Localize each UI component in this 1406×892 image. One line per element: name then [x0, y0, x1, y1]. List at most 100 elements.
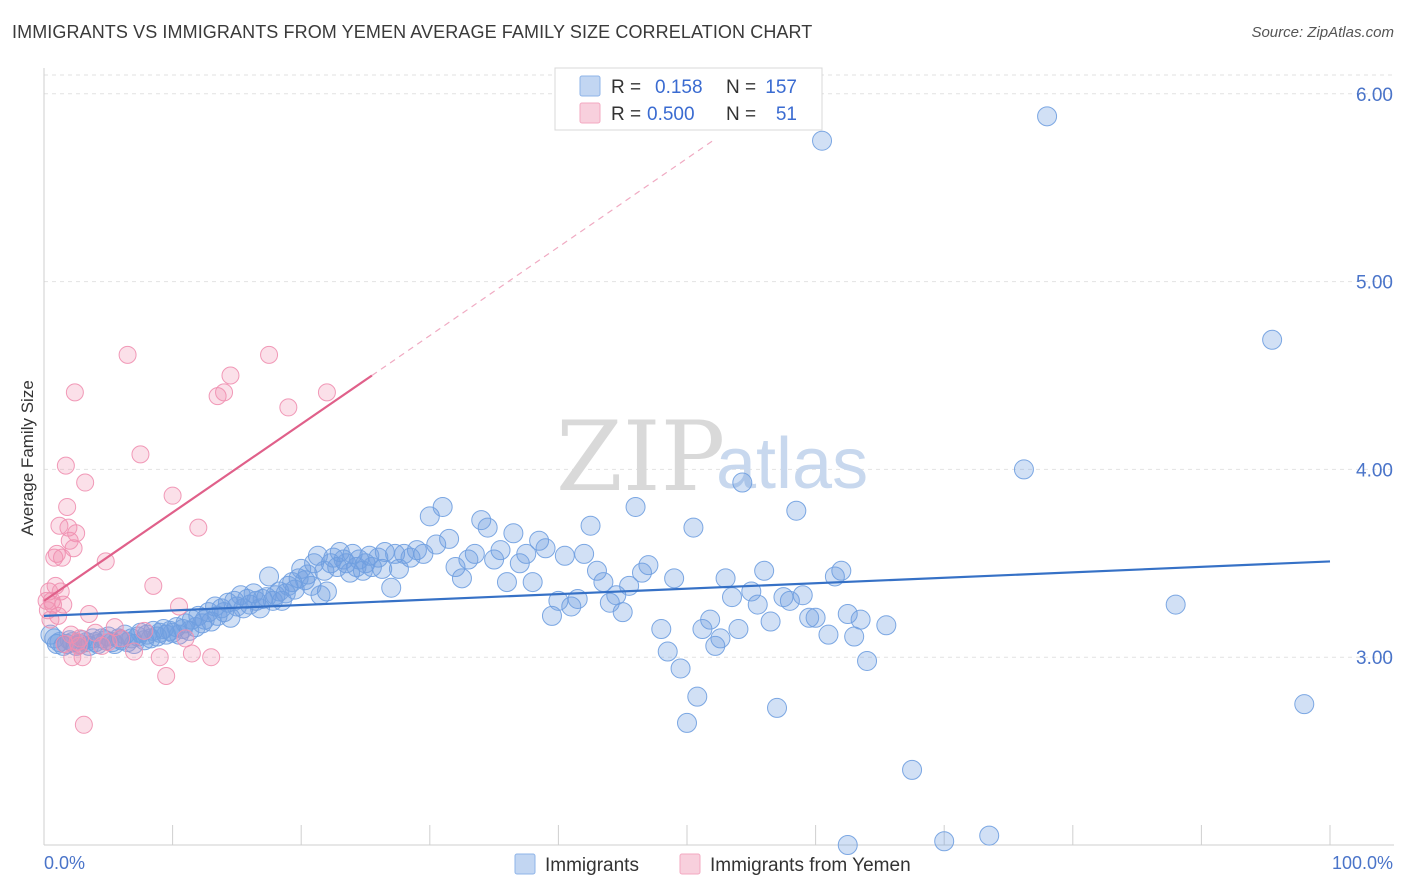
immigrants-point-145 [638, 555, 659, 576]
legend-n-label-2: N = [726, 104, 756, 125]
yemen-point-40 [135, 621, 154, 640]
immigrants-point-160 [732, 472, 753, 493]
immigrants-point-183 [979, 825, 1000, 846]
immigrants-point-137 [586, 560, 607, 581]
immigrants-point-124 [503, 523, 524, 544]
immigrants-point-118 [464, 543, 485, 564]
immigrants-point-157 [715, 568, 736, 589]
legend-n-value-2: 51 [776, 104, 797, 125]
immigrants-point-173 [818, 624, 839, 645]
legend-r-label-2: R = [611, 104, 641, 125]
tick-labels: 3.00 4.00 5.00 6.00 0.0% 100.0% [44, 85, 1393, 873]
immigrants-point-83 [307, 545, 328, 566]
yemen-point-43 [157, 666, 176, 685]
yemen-point-49 [202, 648, 221, 667]
immigrants-point-154 [700, 609, 721, 630]
immigrants-point-188 [1294, 694, 1315, 715]
immigrants-point-186 [1165, 594, 1186, 615]
immigrants-point-141 [612, 602, 633, 623]
yemen-point-55 [317, 383, 336, 402]
yemen-point-47 [182, 644, 201, 663]
immigrants-point-130 [541, 605, 562, 626]
immigrants-point-147 [657, 641, 678, 662]
immigrants-point-122 [490, 540, 511, 561]
yemen-point-39 [131, 445, 150, 464]
immigrants-point-132 [554, 545, 575, 566]
immigrants-point-79 [295, 570, 316, 591]
yemen-point-48 [189, 518, 208, 537]
y-axis-title: Average Family Size [18, 380, 37, 536]
immigrants-point-158 [722, 587, 743, 608]
immigrants-point-151 [683, 517, 704, 538]
immigrants-point-165 [767, 697, 788, 718]
immigrants-point-177 [844, 626, 865, 647]
immigrants-point-78 [291, 558, 312, 579]
immigrants-point-112 [426, 534, 447, 555]
yemen-trend-extension [371, 140, 714, 376]
immigrants-trend-line [43, 560, 1331, 617]
yemen-point-23 [67, 524, 86, 543]
yemen-point-51 [215, 383, 234, 402]
immigrants-point-126 [516, 543, 537, 564]
yemen-point-52 [221, 366, 240, 385]
yemen-point-22 [65, 383, 84, 402]
yemen-point-54 [279, 398, 298, 417]
immigrants-point-115 [445, 557, 466, 578]
yemen-point-33 [96, 552, 115, 571]
yemen-point-15 [56, 456, 75, 475]
immigrants-point-116 [451, 568, 472, 589]
immigrants-point-178 [850, 609, 871, 630]
yemen-point-46 [176, 629, 195, 648]
immigrants-point-80 [297, 564, 318, 585]
y-tick-label-2: 5.00 [1356, 273, 1393, 294]
immigrants-point-150 [677, 712, 697, 733]
legend-n-value-1: 157 [765, 77, 797, 98]
bottom-legend: Immigrants Immigrants from Yemen [514, 853, 911, 876]
immigrants-point-172 [812, 130, 833, 151]
y-tick-label-1: 4.00 [1356, 460, 1393, 481]
yemen-point-37 [118, 345, 137, 364]
immigrants-point-184 [1013, 459, 1034, 480]
immigrants-point-101 [368, 547, 389, 568]
grid-lines [44, 74, 1394, 658]
legend-swatch-yemen [579, 102, 601, 124]
yemen-point-38 [125, 642, 144, 661]
yemen-point-10 [50, 516, 69, 535]
immigrants-point-189 [837, 835, 858, 855]
yemen-point-41 [144, 576, 163, 595]
immigrants-point-136 [580, 515, 601, 536]
immigrants-point-181 [902, 759, 923, 780]
yemen-point-21 [64, 539, 83, 558]
axes [43, 68, 1394, 846]
yemen-point-29 [76, 473, 95, 492]
yemen-point-44 [163, 486, 182, 505]
immigrants-point-162 [747, 594, 768, 615]
scatter-points [37, 106, 1315, 855]
yemen-point-45 [170, 597, 189, 616]
immigrants-point-180 [876, 615, 897, 636]
yemen-point-36 [112, 629, 131, 648]
immigrants-point-135 [574, 543, 595, 564]
source-label: Source: ZipAtlas.com [1251, 24, 1394, 41]
x-tick-label-1: 100.0% [1332, 853, 1393, 873]
immigrants-point-168 [786, 500, 807, 521]
immigrants-point-169 [792, 585, 813, 606]
immigrants-point-179 [857, 650, 878, 671]
yemen-point-53 [260, 345, 279, 364]
yemen-trend-line [43, 374, 373, 602]
immigrants-point-129 [535, 538, 556, 559]
immigrants-point-114 [439, 528, 460, 549]
legend-n-label-1: N = [726, 77, 756, 98]
watermark: ZIP atlas [556, 401, 868, 513]
bottom-legend-swatch-immigrants [514, 853, 536, 875]
yemen-point-28 [74, 715, 93, 734]
legend-swatch-immigrants [579, 75, 601, 97]
immigrants-point-149 [670, 658, 691, 679]
yemen-point-25 [69, 636, 88, 655]
immigrants-point-123 [496, 572, 517, 593]
yemen-point-13 [54, 595, 73, 614]
immigrants-point-163 [754, 560, 775, 581]
bottom-legend-immigrants: Immigrants [545, 855, 639, 876]
yemen-point-16 [58, 497, 77, 516]
immigrants-point-148 [664, 568, 685, 589]
